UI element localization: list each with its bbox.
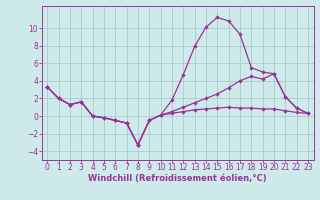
X-axis label: Windchill (Refroidissement éolien,°C): Windchill (Refroidissement éolien,°C)	[88, 174, 267, 183]
